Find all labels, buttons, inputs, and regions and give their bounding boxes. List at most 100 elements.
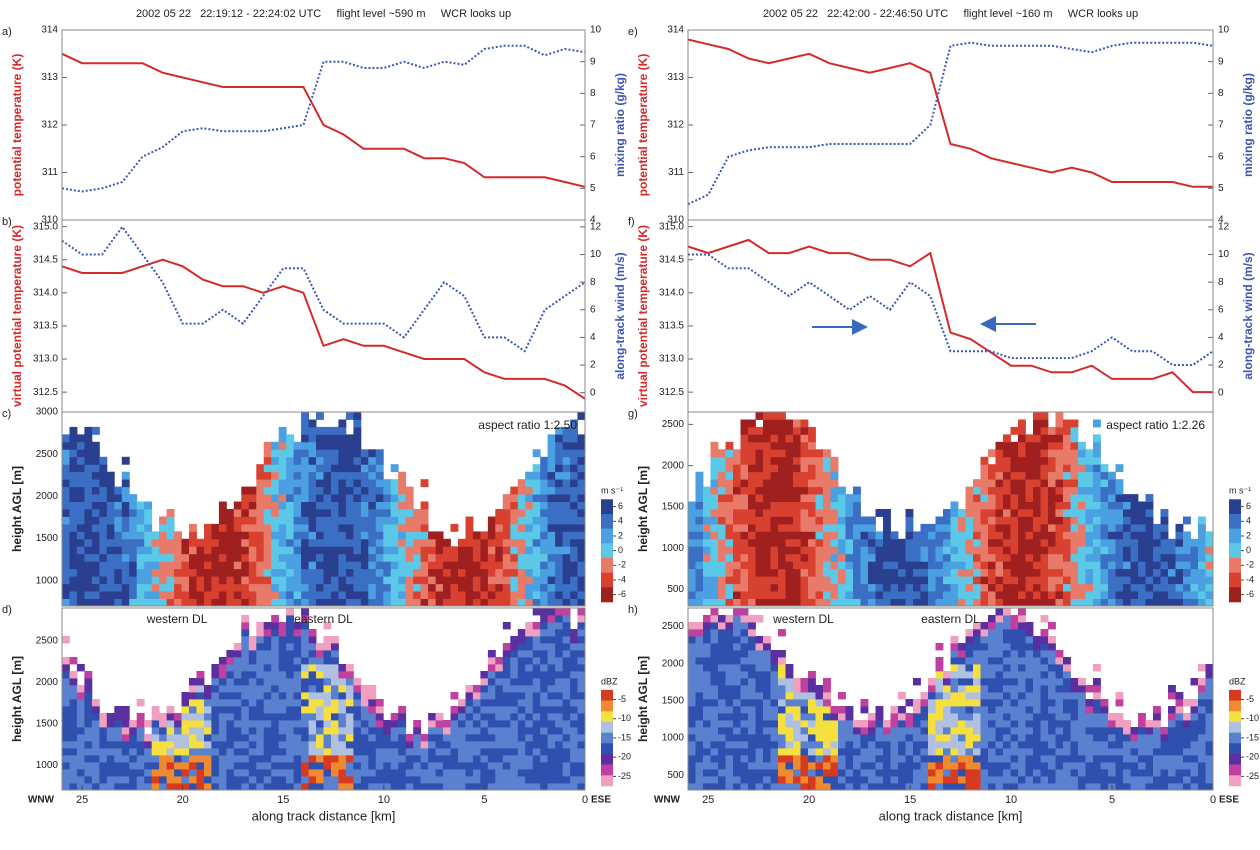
radar-cell xyxy=(801,487,809,495)
radar-cell xyxy=(249,576,257,584)
colorbar-swatch xyxy=(601,743,613,754)
radar-cell xyxy=(936,776,944,783)
radar-cell xyxy=(1168,554,1176,562)
radar-cell xyxy=(189,727,197,734)
radar-cell xyxy=(70,546,78,554)
radar-cell xyxy=(286,741,294,748)
radar-cell xyxy=(421,517,429,525)
radar-cell xyxy=(331,706,339,713)
radar-cell xyxy=(726,692,734,699)
radar-cell xyxy=(578,599,586,607)
radar-cell xyxy=(838,524,846,532)
radar-cell xyxy=(480,678,488,685)
radar-cell xyxy=(167,524,175,532)
radar-cell xyxy=(309,755,317,762)
radar-cell xyxy=(271,741,279,748)
data-line xyxy=(688,240,1213,392)
radar-cell xyxy=(696,584,704,592)
radar-cell xyxy=(988,664,996,671)
radar-cell xyxy=(1093,472,1101,480)
radar-cell xyxy=(331,517,339,525)
radar-cell xyxy=(816,576,824,584)
radar-cell xyxy=(958,706,966,713)
y2-tick-label: 2 xyxy=(1218,360,1224,371)
radar-cell xyxy=(137,561,145,569)
radar-cell xyxy=(1063,762,1071,769)
radar-cell xyxy=(951,734,959,741)
radar-cell xyxy=(958,650,966,657)
radar-cell xyxy=(137,509,145,517)
radar-cell xyxy=(167,546,175,554)
radar-cell xyxy=(443,546,451,554)
radar-cell xyxy=(421,502,429,510)
radar-cell xyxy=(129,517,137,525)
radar-cell xyxy=(563,783,571,790)
radar-cell xyxy=(279,546,287,554)
radar-cell xyxy=(578,569,586,577)
radar-cell xyxy=(107,539,115,547)
radar-cell xyxy=(570,671,578,678)
radar-cell xyxy=(518,629,526,636)
radar-cell xyxy=(1131,509,1139,517)
radar-cell xyxy=(241,524,249,532)
radar-cell xyxy=(570,554,578,562)
radar-cell xyxy=(286,643,294,650)
radar-cell xyxy=(533,599,541,607)
radar-cell xyxy=(823,554,831,562)
radar-cell xyxy=(763,420,771,428)
radar-cell xyxy=(1063,748,1071,755)
radar-cell xyxy=(711,517,719,525)
radar-cell xyxy=(883,517,891,525)
radar-cell xyxy=(1033,741,1041,748)
radar-cell xyxy=(823,713,831,720)
radar-cell xyxy=(555,713,563,720)
radar-cell xyxy=(159,776,167,783)
radar-cell xyxy=(711,479,719,487)
radar-cell xyxy=(1003,636,1011,643)
radar-cell xyxy=(197,713,205,720)
radar-cell xyxy=(309,434,317,442)
radar-cell xyxy=(99,479,107,487)
radar-cell xyxy=(1048,664,1056,671)
radar-cell xyxy=(99,464,107,472)
radar-cell xyxy=(473,755,481,762)
radar-cell xyxy=(219,591,227,599)
radar-cell xyxy=(741,442,749,450)
radar-cell xyxy=(368,517,376,525)
radar-cell xyxy=(763,412,771,420)
radar-cell xyxy=(1071,713,1079,720)
radar-cell xyxy=(823,576,831,584)
radar-cell xyxy=(1078,584,1086,592)
radar-cell xyxy=(84,569,92,577)
radar-cell xyxy=(898,769,906,776)
radar-cell xyxy=(256,539,264,547)
radar-cell xyxy=(271,509,279,517)
radar-cell xyxy=(703,591,711,599)
radar-cell xyxy=(331,487,339,495)
radar-cell xyxy=(1041,741,1049,748)
radar-cell xyxy=(1108,502,1116,510)
radar-cell xyxy=(563,622,571,629)
radar-cell xyxy=(436,762,444,769)
radar-cell xyxy=(391,479,399,487)
radar-cell xyxy=(84,539,92,547)
radar-cell xyxy=(868,591,876,599)
radar-cell xyxy=(122,569,130,577)
radar-cell xyxy=(443,599,451,607)
colorbar-swatch xyxy=(1229,573,1241,588)
radar-cell xyxy=(733,636,741,643)
radar-cell xyxy=(346,783,354,790)
radar-cell xyxy=(688,678,696,685)
radar-cell xyxy=(793,599,801,607)
radar-cell xyxy=(1056,569,1064,577)
radar-cell xyxy=(271,569,279,577)
radar-cell xyxy=(726,524,734,532)
radar-cell xyxy=(570,472,578,480)
radar-cell xyxy=(480,539,488,547)
radar-cell xyxy=(294,599,302,607)
radar-cell xyxy=(361,472,369,480)
radar-cell xyxy=(1206,546,1214,554)
radar-cell xyxy=(480,569,488,577)
radar-cell xyxy=(77,449,85,457)
radar-cell xyxy=(1026,720,1034,727)
